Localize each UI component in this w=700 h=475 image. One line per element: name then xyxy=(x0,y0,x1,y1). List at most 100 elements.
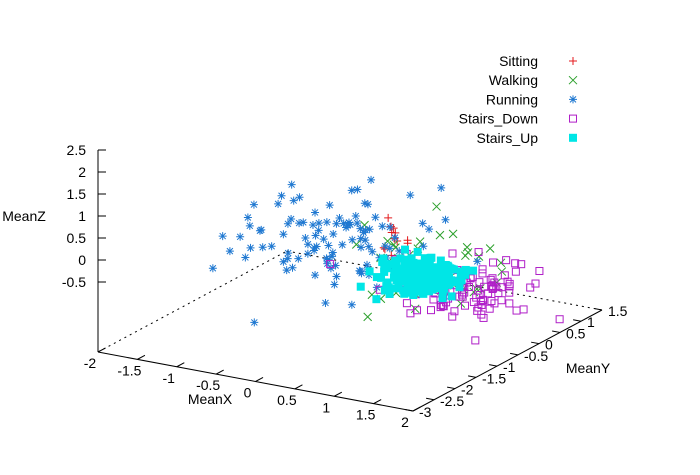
data-point xyxy=(480,282,489,291)
data-point xyxy=(406,309,415,318)
data-point xyxy=(460,301,469,310)
data-point xyxy=(384,260,393,269)
data-point xyxy=(419,264,428,273)
data-point xyxy=(390,233,399,242)
y-tick xyxy=(531,341,540,345)
data-point xyxy=(245,221,254,230)
y-tick-label: 0.5 xyxy=(566,325,586,341)
data-point xyxy=(329,230,338,239)
data-point xyxy=(363,312,373,322)
data-point xyxy=(438,294,447,303)
data-point xyxy=(284,249,293,258)
data-point xyxy=(511,259,520,268)
x-tick-label: 1.5 xyxy=(356,407,376,423)
data-point xyxy=(383,278,392,287)
data-point xyxy=(469,298,478,307)
data-point xyxy=(447,292,456,301)
data-point xyxy=(236,232,245,241)
data-point xyxy=(347,186,356,195)
z-tick-label: 0 xyxy=(78,252,86,268)
data-point xyxy=(338,240,347,249)
y-tick-label: -3 xyxy=(419,404,432,420)
data-point xyxy=(348,235,357,244)
data-point xyxy=(378,222,387,231)
data-point xyxy=(308,220,317,229)
data-point xyxy=(330,280,339,289)
y-tick-label: -0.5 xyxy=(524,348,548,364)
y-tick xyxy=(594,308,603,311)
data-point xyxy=(294,254,303,263)
data-point xyxy=(385,289,394,298)
z-axis-label: MeanZ xyxy=(2,208,46,224)
data-point xyxy=(372,283,381,292)
data-point xyxy=(258,243,267,252)
data-point xyxy=(427,306,436,315)
y-tick-label: 1.5 xyxy=(608,303,628,319)
data-point xyxy=(431,273,440,282)
data-point xyxy=(378,258,387,267)
data-point xyxy=(414,266,423,275)
z-tick-label: 1 xyxy=(78,208,86,224)
data-point xyxy=(342,223,351,232)
x-tick xyxy=(373,399,382,405)
data-point xyxy=(505,299,514,308)
data-point xyxy=(453,277,462,286)
data-point xyxy=(445,279,454,288)
data-point xyxy=(410,268,419,277)
data-point xyxy=(314,226,323,235)
legend-label: Running xyxy=(486,91,538,107)
x-tick xyxy=(215,369,224,375)
x-tick xyxy=(255,377,264,382)
data-point xyxy=(246,243,255,252)
data-point xyxy=(418,273,427,282)
data-point xyxy=(357,269,366,278)
data-point xyxy=(396,265,405,274)
data-point xyxy=(448,229,458,239)
data-point xyxy=(417,285,426,294)
data-point xyxy=(392,261,401,270)
data-point xyxy=(295,219,304,228)
legend-label: Stairs_Down xyxy=(459,111,538,127)
data-point xyxy=(243,213,252,222)
legend-marker xyxy=(569,95,577,104)
data-point xyxy=(456,299,466,308)
y-tick xyxy=(573,319,582,322)
x-tick-label: -0.5 xyxy=(196,377,220,393)
data-point xyxy=(423,281,432,290)
data-point xyxy=(487,297,496,306)
data-point xyxy=(406,191,415,200)
data-point xyxy=(267,242,276,251)
data-point xyxy=(311,271,320,280)
data-point xyxy=(346,220,355,229)
data-point xyxy=(455,292,464,301)
data-point xyxy=(323,255,332,264)
data-point xyxy=(443,261,452,270)
data-point xyxy=(351,212,360,221)
data-point xyxy=(475,278,484,287)
data-point xyxy=(407,255,416,264)
data-point xyxy=(295,193,304,202)
data-point xyxy=(321,298,330,307)
data-point xyxy=(303,240,312,249)
data-point xyxy=(485,244,495,253)
y-tick xyxy=(552,330,561,333)
data-point xyxy=(407,274,416,283)
data-point xyxy=(424,270,433,279)
data-point xyxy=(312,242,321,251)
data-point xyxy=(384,213,393,222)
data-point xyxy=(277,191,286,200)
data-point xyxy=(395,247,404,256)
data-point xyxy=(440,284,449,293)
data-point xyxy=(365,267,374,276)
data-point xyxy=(392,284,401,293)
legend-label: Sitting xyxy=(499,53,538,69)
x-tick-label: 1 xyxy=(322,399,330,415)
x-tick xyxy=(412,406,421,412)
y-tick xyxy=(489,364,498,367)
data-point xyxy=(314,219,323,228)
data-point xyxy=(431,283,440,292)
legend-marker xyxy=(568,75,578,85)
data-point xyxy=(401,245,410,254)
legend-marker xyxy=(569,114,577,123)
data-point xyxy=(403,236,412,245)
